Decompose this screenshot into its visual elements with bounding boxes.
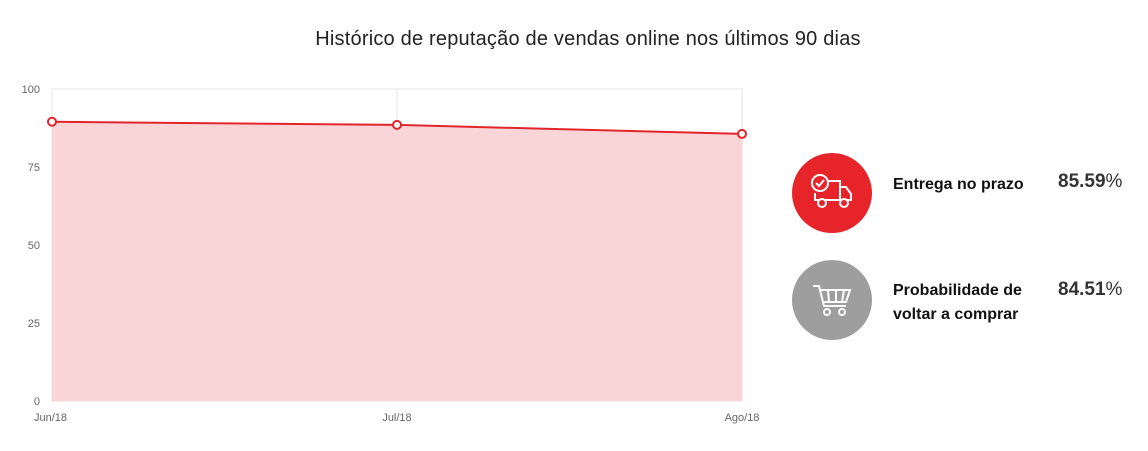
chart-title: Histórico de reputação de vendas online …	[315, 28, 861, 50]
data-point	[47, 116, 57, 127]
metric-on-time-delivery: Entrega no prazo 85.59%	[792, 153, 1142, 233]
metric-label: Probabilidade de voltar a comprar	[893, 282, 1022, 323]
data-point	[392, 119, 402, 130]
x-tick-label: Jul/18	[382, 412, 411, 424]
delivery-truck-clock-icon	[811, 174, 852, 208]
x-tick-label: Jun/18	[34, 412, 67, 424]
x-tick-label: Ago/18	[725, 412, 760, 424]
metric-icon-circle	[792, 153, 872, 233]
metric-icon-circle	[792, 260, 872, 340]
y-tick-label: 100	[22, 84, 40, 96]
metric-value: 85.59%	[1058, 171, 1123, 192]
y-tick-label: 0	[34, 396, 40, 408]
y-tick-label: 50	[28, 240, 40, 252]
reputation-chart: 100 75 50 25 0 Jun/18 Jul/18 Ago/18	[22, 84, 760, 424]
metric-label: Entrega no prazo	[893, 176, 1024, 193]
metric-value: 84.51%	[1058, 279, 1123, 300]
metric-repurchase-probability: Probabilidade de voltar a comprar 84.51%	[792, 260, 1142, 340]
y-tick-label: 75	[28, 162, 40, 174]
shopping-cart-icon	[813, 285, 852, 316]
y-tick-label: 25	[28, 318, 40, 330]
series-area	[52, 121, 742, 401]
data-point	[737, 128, 747, 139]
